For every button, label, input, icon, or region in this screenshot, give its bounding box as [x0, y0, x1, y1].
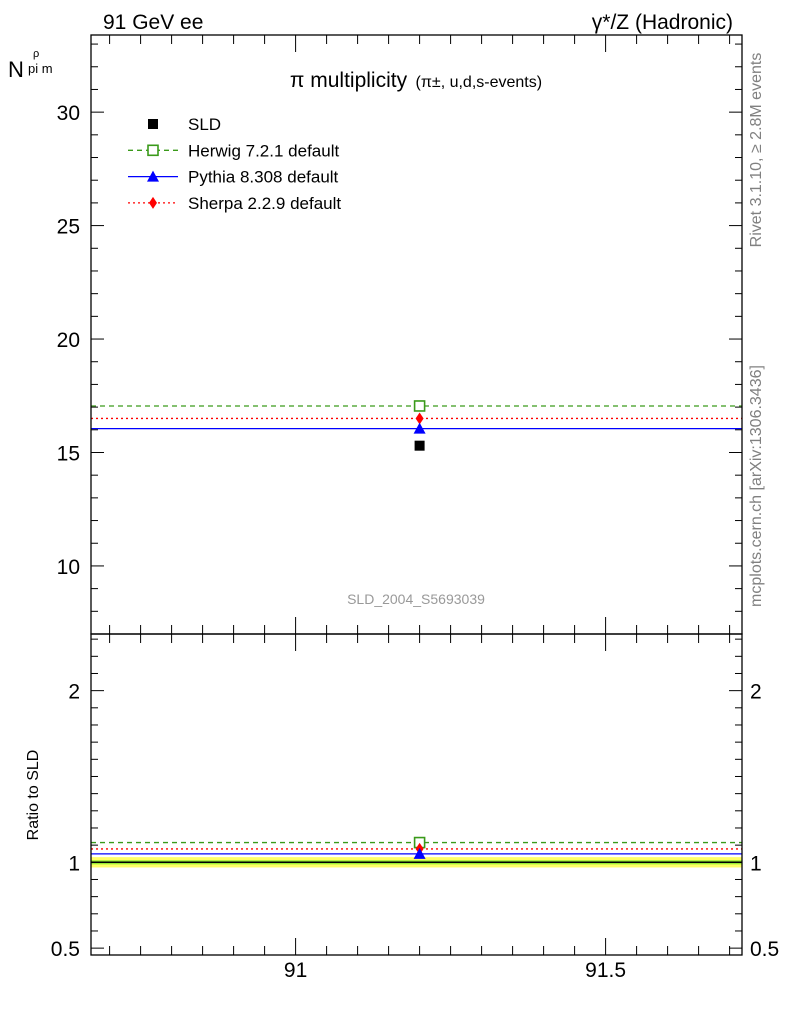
plot-title-detail: (π±, u,d,s-events) — [416, 74, 543, 91]
rivet-label: Rivet 3.1.10, ≥ 2.8M events — [748, 53, 765, 248]
main-ytick-label: 10 — [57, 556, 80, 579]
ratio-ytick-label-left: 0.5 — [51, 938, 80, 961]
watermark: SLD_2004_S5693039 — [347, 591, 485, 607]
main-ylabel: N — [8, 57, 24, 82]
legend-marker-data — [148, 119, 158, 129]
frame-layer — [90, 34, 743, 956]
ratio-plot-frame — [90, 633, 743, 956]
main-ytick-label: 25 — [57, 216, 80, 239]
main-marker-herwig — [413, 400, 426, 412]
tick-layer — [91, 35, 742, 955]
legend: SLD Herwig 7.2.1 default Pythia 8.308 defa… — [128, 115, 341, 213]
main-ytick-label: 15 — [57, 442, 80, 465]
legend-marker-pythia — [147, 170, 159, 182]
legend-label-pythia: Pythia 8.308 default — [188, 168, 339, 187]
main-ytick-label: 30 — [57, 102, 80, 125]
ratio-marker-pythia — [413, 847, 426, 859]
xtick-label: 91.5 — [585, 959, 626, 982]
main-ytick-label: 20 — [57, 329, 80, 352]
ratio-ytick-label-left: 1 — [68, 852, 80, 875]
main-marker-pythia — [413, 422, 426, 434]
ratio-ytick-label-left: 2 — [68, 681, 80, 704]
tick-label-layer: 10 15 20 25 30 91 91.5 0.5 0.5 1 1 2 2 — [51, 102, 779, 982]
ratio-ytick-label-right: 1 — [750, 852, 762, 875]
legend-label-sherpa: Sherpa 2.2.9 default — [188, 194, 341, 213]
plot-title: π multiplicity (π±, u,d,s-events) — [290, 69, 542, 92]
header-right: γ*/Z (Hadronic) — [592, 11, 733, 34]
xtick-label: 91 — [284, 959, 307, 982]
main-ylabel-n: N — [8, 57, 24, 82]
ratio-ytick-label-right: 0.5 — [750, 938, 779, 961]
ratio-ylabel: Ratio to SLD — [25, 750, 42, 841]
legend-marker-sherpa — [149, 196, 157, 209]
main-marker-data — [414, 440, 425, 451]
main-ylabel-sup: ρ — [33, 48, 39, 60]
legend-label-herwig: Herwig 7.2.1 default — [188, 141, 339, 160]
ratio-band-layer — [91, 857, 742, 868]
series-layer — [91, 400, 742, 859]
main-marker-sherpa — [415, 412, 424, 425]
ratio-ytick-label-right: 2 — [750, 681, 762, 704]
legend-label-data: SLD — [188, 115, 221, 134]
plot-title-main: π multiplicity — [290, 69, 408, 92]
header-left: 91 GeV ee — [103, 11, 203, 34]
main-ylabel-sub: pi m — [28, 61, 53, 76]
mcplots-label: mcplots.cern.ch [arXiv:1306.3436] — [748, 365, 765, 607]
legend-marker-herwig — [147, 144, 159, 157]
